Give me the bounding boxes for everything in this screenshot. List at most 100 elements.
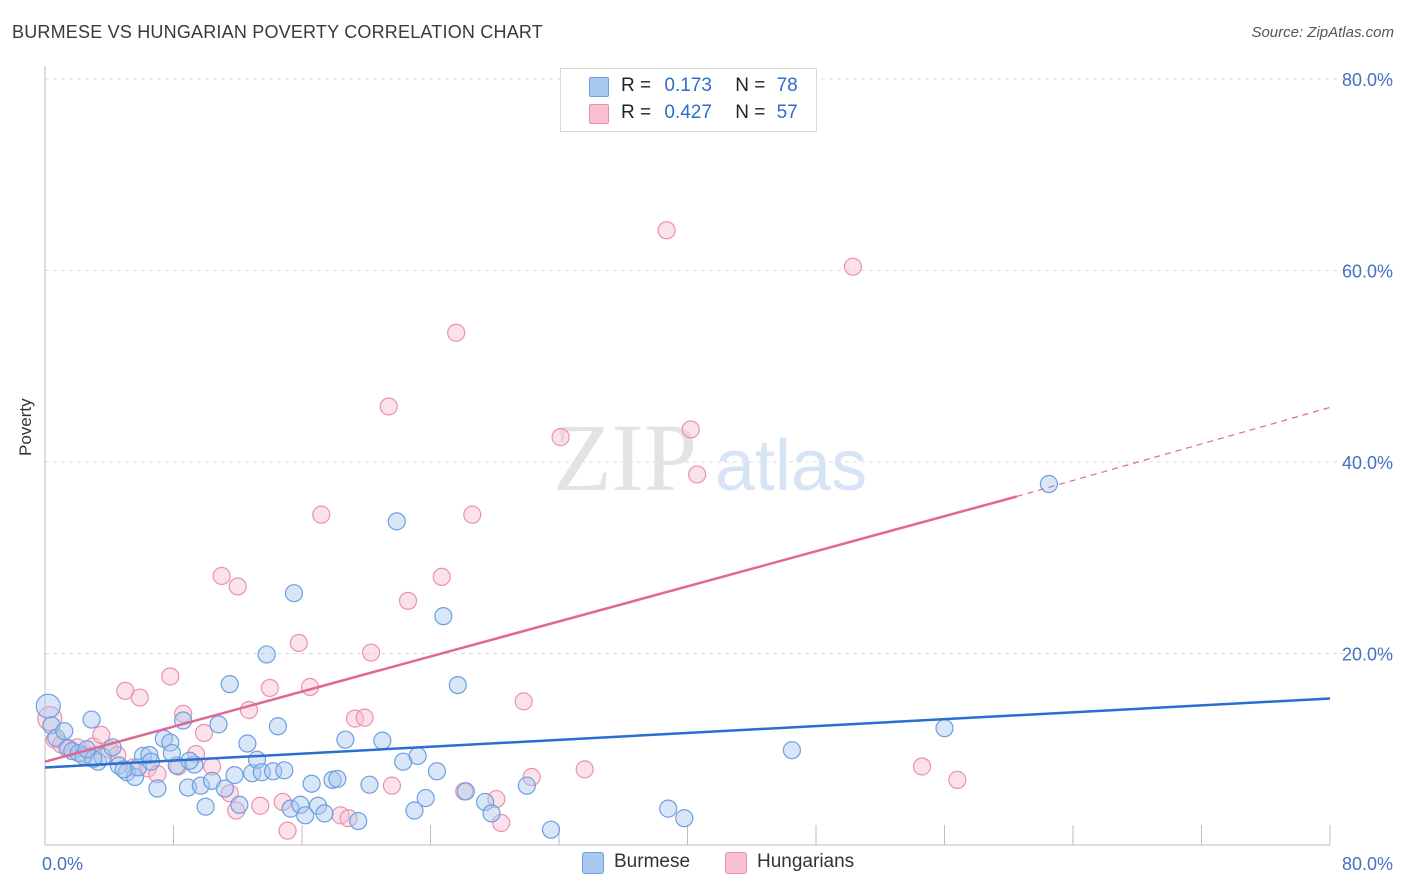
hungarians-swatch [725,852,747,874]
stats-legend: R = 0.173 N = 78 R = 0.427 N = 57 [560,68,817,132]
burmese-point [257,645,276,664]
hungarians-point [398,591,418,610]
hungarians-point [355,708,374,727]
burmese-point [114,760,133,779]
burmese-point [82,710,101,729]
hungarians-point [379,397,398,416]
hungarians-point [948,770,967,789]
burmese-point [238,734,257,753]
burmese-point [659,799,678,818]
hungarians-point [130,688,149,707]
burmese-point [448,675,467,695]
legend-r-value: 0.173 [664,75,712,96]
burmese-swatch [582,852,604,874]
watermark: ZIP atlas [553,404,867,511]
hungarians-trend-line [44,495,1018,763]
burmese-swatch [589,77,609,97]
burmese-point [215,779,234,798]
hungarians-point [251,796,270,815]
hungarians-point [174,704,193,723]
burmese-point [517,776,536,795]
burmese-point [405,801,424,820]
burmese-point [243,764,262,783]
legend-n-value: 57 [776,102,798,123]
hungarians-point [289,633,308,653]
hungarians-point [161,667,180,686]
burmese-point [349,811,368,831]
legend-r-label: R = [621,102,652,123]
y-tick-label: 60.0% [1342,262,1393,282]
burmese-point [209,715,228,734]
burmese-points [35,474,1059,839]
burmese-point [55,721,74,741]
source-label: Source: ZipAtlas.com [1251,24,1394,41]
watermark-atlas: atlas [715,426,867,506]
burmese-point [360,775,379,794]
hungarians-point [278,821,297,840]
chart-title: BURMESE VS HUNGARIAN POVERTY CORRELATION… [12,22,543,42]
burmese-point [427,762,447,781]
hungarians-point [492,813,511,833]
burmese-point [268,717,288,736]
burmese-point [284,584,304,603]
burmese-point [328,769,347,789]
legend-label-hungarians: Hungarians [757,851,855,872]
hungarians-point [657,221,676,240]
hungarians-point [522,767,541,787]
hungarians-point [228,577,247,596]
hungarians-point [575,760,594,779]
burmese-point [476,792,495,812]
legend-n-label: N = [735,75,766,96]
tick-labels: 20.0% 40.0% 60.0% 80.0% 0.0% 80.0% [42,70,1393,874]
burmese-trend-line [44,697,1331,769]
hungarians-trend-extension [1016,406,1331,498]
burmese-point [162,743,181,763]
legend-n-label: N = [735,102,766,123]
hungarians-point [432,567,451,587]
hungarians-point [912,757,932,776]
burmese-point [416,788,435,808]
burmese-point [675,809,694,828]
burmese-point [230,795,249,814]
hungarians-point [212,566,231,586]
hungarians-point [463,505,482,524]
burmese-point [84,749,103,768]
hungarians-point [361,643,381,662]
legend-r-label: R = [621,75,652,96]
x-tick-label: 0.0% [42,854,83,874]
hungarians-point [681,420,700,439]
burmese-point [296,806,315,825]
hungarians-point [227,801,246,820]
burmese-point [782,741,802,760]
hungarians-point [345,709,365,728]
hungarians-point [382,776,402,795]
burmese-point [302,774,321,793]
burmese-point [387,512,406,531]
hungarians-point [487,789,506,809]
hungarians-point [551,428,570,447]
legend-r-value: 0.427 [664,102,712,123]
burmese-point [35,693,61,719]
hungarians-point [194,723,214,743]
hungarians-point [92,725,111,744]
burmese-point [220,675,239,694]
burmese-point [291,795,310,814]
watermark-zip: ZIP [553,404,697,511]
burmese-point [191,776,210,795]
burmese-point [434,607,453,626]
burmese-point [196,797,215,816]
hungarians-point [514,692,533,711]
y-tick-label: 20.0% [1342,645,1393,665]
gridlines [45,78,1392,654]
burmese-point [140,745,159,765]
burmese-point [935,719,954,738]
hungarians-point [688,465,707,484]
burmese-point [315,804,334,823]
burmese-point [373,731,392,750]
burmese-point [541,820,561,839]
hungarians-swatch [589,104,609,124]
y-tick-label: 80.0% [1342,70,1393,90]
hungarians-point [260,678,279,698]
burmese-point [275,761,294,780]
